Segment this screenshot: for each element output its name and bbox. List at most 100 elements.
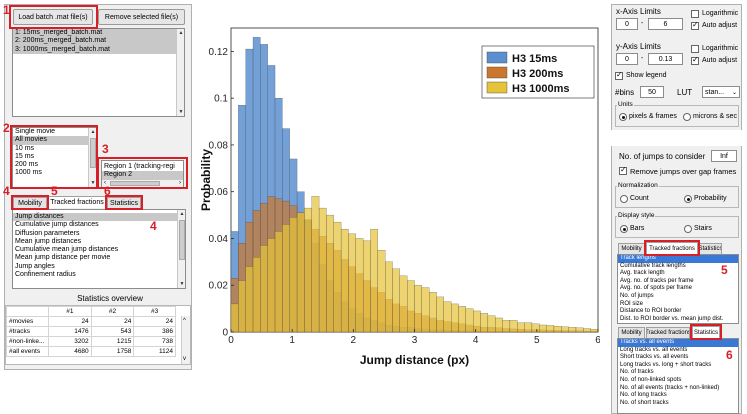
annotation-label-2: 2: [3, 121, 10, 135]
x-max-field[interactable]: 6: [648, 18, 683, 30]
jumps-field[interactable]: Inf: [711, 150, 737, 162]
movie-list-item[interactable]: 15 ms: [15, 152, 35, 160]
movie-list-scrollbar[interactable]: ▲ ▼: [88, 128, 96, 187]
right-tab-statistics-2[interactable]: Statistics: [692, 326, 720, 338]
scroll-thumb[interactable]: [110, 181, 160, 186]
movie-list-item[interactable]: 1000 ms: [15, 169, 42, 177]
scroll-right-icon[interactable]: ›: [179, 180, 181, 186]
movie-list-item[interactable]: 10 ms: [15, 144, 35, 152]
norm-probability-radio[interactable]: [684, 195, 692, 203]
scroll-left-icon[interactable]: ‹: [104, 180, 106, 186]
scroll-up-icon[interactable]: ▲: [179, 211, 185, 217]
scroll-down-icon[interactable]: ▼: [90, 180, 96, 186]
movie-list[interactable]: Single movie All movies 10 ms 15 ms 200 ms 10…: [12, 127, 97, 188]
stats-scrollbar[interactable]: ^ v: [181, 316, 190, 364]
mobility-list-item[interactable]: Mean jump distance per movie: [15, 254, 111, 262]
histogram-bar: [546, 325, 555, 333]
scroll-down-icon[interactable]: ▼: [178, 109, 184, 115]
units-microns-radio[interactable]: [683, 113, 691, 121]
tab-mobility[interactable]: Mobility: [13, 197, 47, 208]
stats-list[interactable]: Tracks vs. all events Long tracks vs. all…: [617, 338, 739, 414]
tracked-list-item[interactable]: ROI size: [620, 300, 644, 307]
scroll-thumb[interactable]: [90, 138, 96, 168]
y-min-field[interactable]: 0: [616, 53, 638, 65]
tracked-list-item[interactable]: Track lengths: [618, 255, 738, 263]
mobility-list-item[interactable]: Mean jump distances: [15, 237, 82, 245]
jump-distance-histogram: 0 1 2 3 4 5 6 0 0.02 0.04 0.06 0.08 0.1 0.12 Jump dist…: [200, 27, 600, 367]
mobility-list-item[interactable]: Jump angles: [15, 262, 55, 270]
region-list-item[interactable]: Region 1 (tracking-regi: [104, 163, 175, 170]
x-min-field[interactable]: 0: [616, 18, 638, 30]
file-list-item[interactable]: 1: 15ms_merged_batch.mat: [13, 29, 184, 38]
movie-list-item[interactable]: Single movie: [15, 128, 56, 135]
tracked-list-item[interactable]: Avg. track length: [620, 270, 665, 277]
stats-list-item[interactable]: No. of short tracks: [620, 399, 669, 406]
tracked-fraction-list[interactable]: Track lengths Cumulative track lengths Avg…: [617, 254, 739, 324]
units-pixels-radio[interactable]: [619, 113, 627, 121]
scroll-up-icon[interactable]: ▲: [90, 129, 96, 135]
mobility-list[interactable]: Jump distances Cumulative jump distances D…: [12, 209, 186, 289]
right-tab-tracked-fractions-2[interactable]: Tracked fractions: [646, 327, 690, 338]
stats-list-item[interactable]: No. of tracks: [620, 369, 654, 376]
stats-list-item[interactable]: No. of non-linked spots: [620, 376, 682, 383]
mobility-list-item[interactable]: Cumulative jump distances: [15, 221, 99, 229]
scroll-down-icon[interactable]: v: [183, 356, 186, 362]
stats-cell: 738: [133, 336, 176, 347]
tracked-list-item[interactable]: Distance to ROI border: [620, 308, 682, 315]
right-tab-mobility-2[interactable]: Mobility: [618, 327, 645, 338]
region-list[interactable]: Region 1 (tracking-regi Region 2 ‹ ›: [101, 160, 184, 188]
right-tab-mobility[interactable]: Mobility: [618, 243, 645, 254]
load-batch-button[interactable]: Load batch .mat file(s): [13, 9, 93, 25]
mobility-list-item[interactable]: Cumulative mean jump distances: [15, 246, 119, 254]
remove-files-button[interactable]: Remove selected file(s): [98, 9, 185, 25]
norm-count-radio[interactable]: [620, 195, 628, 203]
scroll-up-icon[interactable]: ^: [183, 318, 186, 324]
mobility-list-item[interactable]: Confinement radius: [15, 271, 76, 279]
y-auto-adjust-checkbox[interactable]: [691, 55, 699, 65]
mobility-list-item[interactable]: Diffusion parameters: [15, 229, 80, 237]
stats-list-item[interactable]: Tracks vs. all events: [618, 339, 738, 347]
file-list-item[interactable]: 3: 1000ms_merged_batch.mat: [13, 45, 184, 54]
display-stairs-radio[interactable]: [684, 225, 692, 233]
tracked-list-item[interactable]: No. of jumps: [620, 292, 654, 299]
tracked-list-item[interactable]: Cumulative track lengths: [620, 262, 686, 269]
region-list-item[interactable]: Region 2: [102, 171, 183, 180]
file-list[interactable]: 1: 15ms_merged_batch.mat 2: 200ms_merged_…: [12, 28, 185, 117]
movie-list-item[interactable]: 200 ms: [15, 161, 38, 169]
tracked-list-item[interactable]: Dist. to ROI border vs. mean jump dist.: [620, 315, 724, 322]
x-logarithmic-checkbox[interactable]: [691, 10, 699, 18]
tab-statistics[interactable]: Statistics: [107, 197, 141, 208]
region-hscrollbar[interactable]: ‹ ›: [102, 179, 183, 187]
mobility-list-scrollbar[interactable]: ▲ ▼: [177, 210, 185, 288]
bins-field[interactable]: 50: [640, 86, 664, 98]
scroll-thumb[interactable]: [179, 220, 185, 260]
display-bars-radio[interactable]: [620, 225, 628, 233]
stats-list-items: Tracks vs. all events Long tracks vs. all…: [618, 339, 738, 407]
lut-select-value: stan...: [705, 88, 725, 96]
lut-select[interactable]: stan... ⌄: [702, 86, 740, 98]
file-list-item[interactable]: 2: 200ms_merged_batch.mat: [13, 37, 184, 46]
lut-label: LUT: [677, 88, 693, 97]
units-pixels-label: pixels & frames: [629, 113, 677, 120]
remove-gap-checkbox[interactable]: [619, 165, 627, 175]
stats-list-item[interactable]: Short tracks vs. all events: [620, 354, 689, 361]
tracked-list-item[interactable]: Avg. no. of spots per frame: [620, 285, 692, 292]
histogram-bar: [326, 214, 334, 333]
right-tab-statistics[interactable]: Statistics: [699, 243, 722, 254]
stats-list-item[interactable]: No. of long tracks: [620, 392, 667, 399]
show-legend-checkbox[interactable]: [615, 70, 623, 80]
file-list-scrollbar[interactable]: ▲ ▼: [176, 29, 184, 116]
mobility-list-item[interactable]: Jump distances: [13, 213, 185, 222]
scroll-down-icon[interactable]: ▼: [179, 281, 185, 287]
stats-list-item[interactable]: Long tracks vs. all events: [620, 346, 688, 353]
right-tab-tracked-fractions[interactable]: Tracked fractions: [646, 242, 698, 254]
x-auto-adjust-checkbox[interactable]: [691, 20, 699, 30]
y-logarithmic-checkbox[interactable]: [691, 45, 699, 53]
stats-list-item[interactable]: No. of all events (tracks + non-linked): [620, 384, 720, 391]
scroll-up-icon[interactable]: ▲: [178, 30, 184, 36]
y-max-field[interactable]: 0.13: [648, 53, 683, 65]
chevron-down-icon[interactable]: ⌄: [731, 89, 737, 96]
tracked-list-item[interactable]: Avg. no. of tracks per frame: [620, 277, 694, 284]
movie-list-item[interactable]: All movies: [13, 136, 96, 145]
stats-list-item[interactable]: Long tracks vs. long + short tracks: [620, 361, 712, 368]
